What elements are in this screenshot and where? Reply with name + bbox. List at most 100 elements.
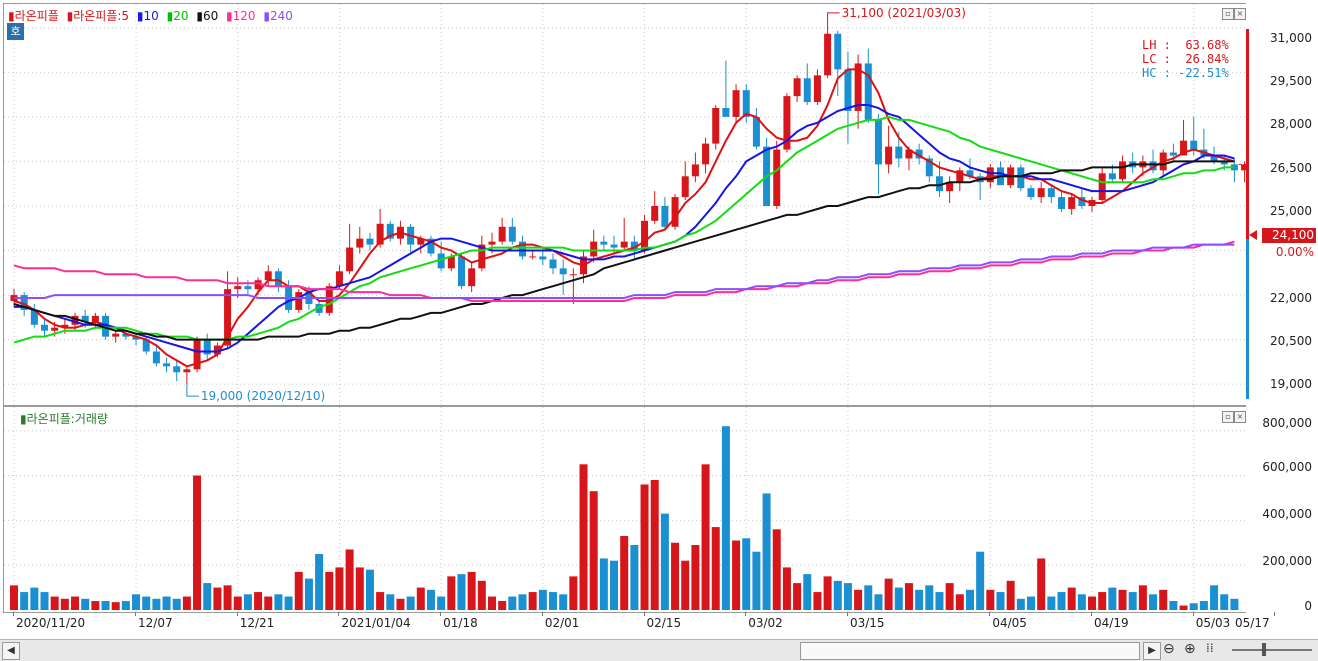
- zoom-slider[interactable]: [1232, 649, 1312, 651]
- volume-bar: [569, 576, 578, 610]
- zoom-out-icon[interactable]: ⊖: [1163, 641, 1175, 657]
- volume-tick: 200,000: [1262, 554, 1312, 568]
- price-panel[interactable]: 31,100 (2021/03/03) 19,000 (2020/12/10) ▮…: [3, 3, 1247, 406]
- maximize-volume-panel-button[interactable]: ▫: [1222, 411, 1234, 423]
- volume-bar: [264, 596, 273, 610]
- grid-mode-icon[interactable]: ⁞⁞: [1206, 641, 1214, 655]
- volume-bar: [518, 594, 527, 610]
- high-marker-line: [827, 12, 840, 25]
- volume-bar: [182, 596, 191, 610]
- legend-item-ma20[interactable]: ▮20: [166, 9, 189, 23]
- volume-bar: [213, 587, 222, 610]
- candle-body: [1098, 173, 1106, 201]
- volume-bar: [650, 480, 659, 610]
- volume-bar: [630, 545, 639, 610]
- candle-body: [986, 167, 994, 183]
- candle-body: [1169, 152, 1177, 156]
- volume-legend[interactable]: ▮라온피플:거래량: [20, 412, 108, 426]
- candle-body: [1220, 161, 1228, 165]
- candle-body: [335, 271, 343, 287]
- candle-body: [1210, 155, 1218, 162]
- candle-body: [20, 295, 28, 310]
- volume-bar: [416, 587, 425, 610]
- candle-body: [1017, 167, 1025, 189]
- date-tick-label: 03/15: [849, 616, 885, 630]
- volume-bar: [243, 594, 252, 610]
- candle-body: [244, 286, 252, 290]
- candle-body: [824, 33, 832, 76]
- close-volume-panel-button[interactable]: ×: [1234, 411, 1246, 423]
- volume-axis[interactable]: 800,000 600,000 400,000 200,000 0: [1246, 406, 1318, 613]
- scroll-thumb[interactable]: [800, 642, 1140, 660]
- volume-tick: 600,000: [1262, 460, 1312, 474]
- price-axis[interactable]: 31,000 29,500 28,000 26,500 25,000 22,00…: [1246, 3, 1318, 406]
- scroll-right-button[interactable]: ▶: [1143, 642, 1161, 660]
- volume-bar: [345, 549, 354, 610]
- volume-bar: [854, 589, 863, 610]
- candle-body: [61, 324, 69, 328]
- date-tick-label: 03/02: [748, 616, 783, 630]
- price-tick: 19,000: [1270, 377, 1312, 391]
- volume-panel[interactable]: ▮라온피플:거래량 ▫ ×: [3, 406, 1247, 613]
- volume-bar: [426, 589, 435, 610]
- volume-bar: [508, 596, 517, 610]
- ma-5-line: [13, 68, 1235, 368]
- candle-body: [295, 292, 303, 310]
- volume-bar: [386, 594, 395, 610]
- volume-bar: [152, 598, 161, 610]
- candle-body: [508, 226, 516, 242]
- chart-scrollbar[interactable]: ◀ ▶ ⊖ ⊕ ⁞⁞: [0, 639, 1318, 661]
- volume-bar: [274, 594, 283, 610]
- legend-item-ma120[interactable]: ▮120: [226, 9, 256, 23]
- legend-item-raonpeople[interactable]: ▮라온피플: [8, 9, 59, 23]
- close-price-panel-button[interactable]: ×: [1234, 8, 1246, 20]
- ho-badge[interactable]: 호: [7, 23, 24, 40]
- date-tick-label: 01/18: [443, 616, 478, 630]
- candle-body: [366, 238, 374, 245]
- volume-bar: [304, 578, 313, 610]
- date-tick-label: 04/19: [1094, 616, 1129, 630]
- candle-body: [1119, 161, 1127, 180]
- candle-body: [956, 170, 964, 183]
- volume-bar: [864, 585, 873, 610]
- zoom-in-icon[interactable]: ⊕: [1184, 641, 1196, 657]
- volume-bar: [1128, 592, 1137, 610]
- candle-body: [722, 107, 730, 117]
- candle-body: [773, 149, 781, 206]
- candle-body: [803, 78, 811, 103]
- candle-body: [1149, 161, 1157, 171]
- legend-item-ma240[interactable]: ▮240: [263, 9, 293, 23]
- candle-body: [132, 336, 140, 340]
- date-tick-mark: [13, 612, 14, 616]
- maximize-price-panel-button[interactable]: ▫: [1222, 8, 1234, 20]
- volume-bar: [671, 542, 680, 610]
- volume-bar: [894, 587, 903, 610]
- candle-body: [315, 303, 323, 313]
- legend-item-ma60[interactable]: ▮60: [196, 9, 219, 23]
- zoom-slider-handle[interactable]: [1262, 643, 1266, 656]
- candle-body: [702, 143, 710, 165]
- volume-bar: [254, 592, 263, 610]
- volume-tick: 0: [1304, 599, 1312, 613]
- candle-body: [569, 274, 577, 276]
- candle-body: [1078, 197, 1086, 206]
- legend-item-ma5[interactable]: ▮라온피플:5: [66, 9, 130, 23]
- candle-body: [386, 223, 394, 239]
- candle-body: [30, 309, 38, 325]
- volume-bar: [1057, 592, 1066, 610]
- volume-bar: [732, 540, 741, 610]
- date-tick-mark: [643, 612, 645, 616]
- volume-bar: [925, 585, 934, 610]
- price-legend: ▮라온피플 ▮라온피플:5 ▮10 ▮20 ▮60 ▮120 ▮240: [8, 7, 293, 24]
- volume-bar: [457, 574, 466, 610]
- candle-body: [122, 333, 130, 337]
- volume-bar: [752, 551, 761, 610]
- volume-bar: [172, 598, 181, 610]
- volume-bar: [762, 493, 771, 610]
- scroll-left-button[interactable]: ◀: [2, 642, 20, 660]
- legend-item-ma10[interactable]: ▮10: [136, 9, 159, 23]
- candle-body: [1068, 197, 1076, 209]
- date-axis[interactable]: 2020/11/20 12/07 12/21 2021/01/04 01/18 02/01…: [3, 612, 1318, 638]
- date-tick-label: 02/01: [544, 616, 580, 630]
